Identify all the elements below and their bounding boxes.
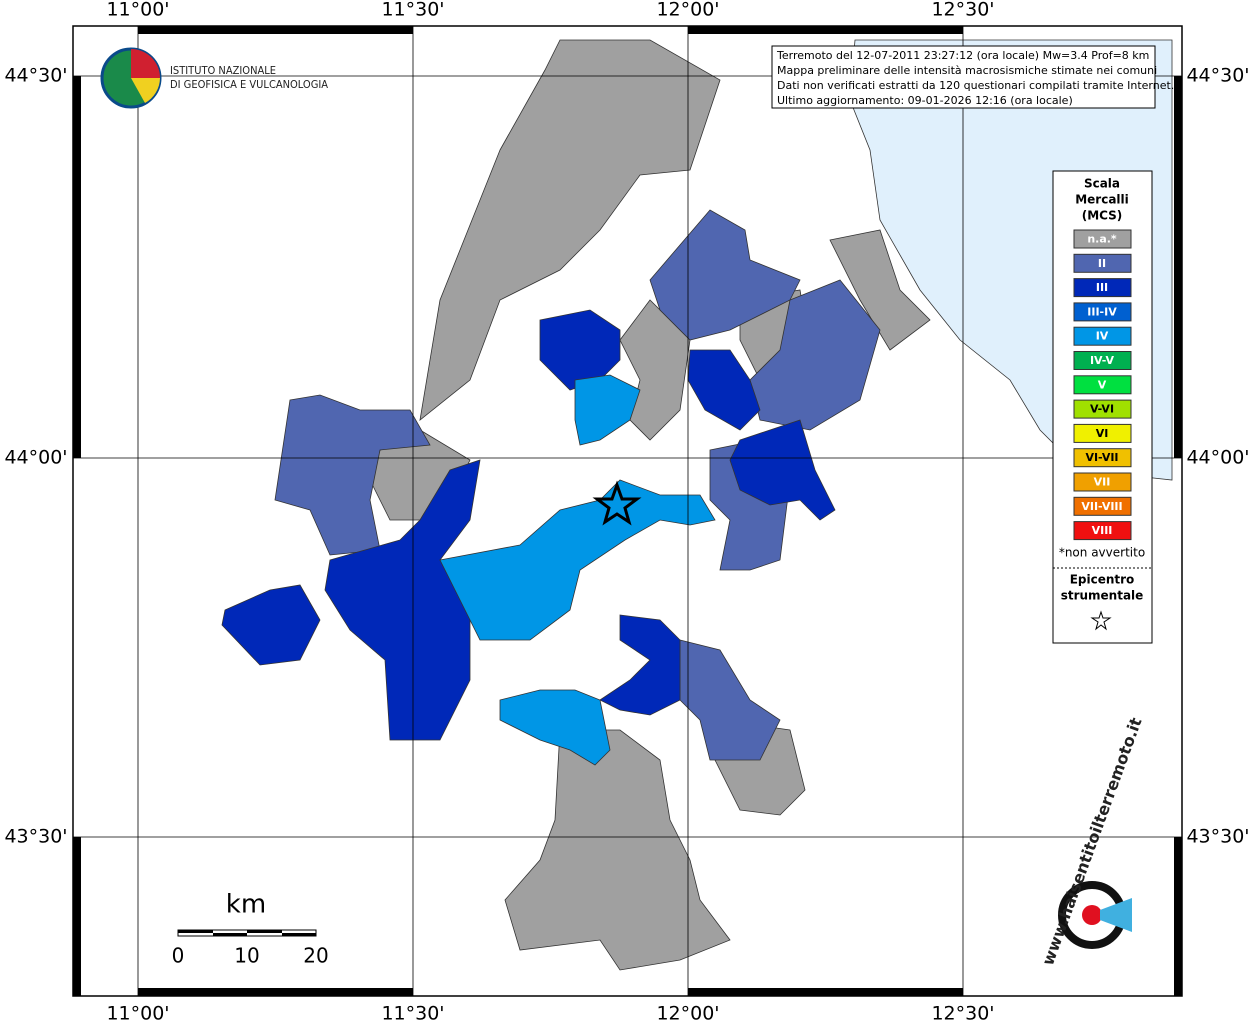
legend-star xyxy=(1090,610,1112,631)
legend: ScalaMercalli(MCS)n.a.*IIIIIIII-IVIVIV-V… xyxy=(1073,177,1132,541)
site-logo-mark xyxy=(1082,905,1102,925)
legend-label: V xyxy=(1098,378,1107,391)
info-line: Dati non verificati estratti da 120 ques… xyxy=(777,79,1174,92)
lon-label: 12°00' xyxy=(656,0,719,21)
legend-swatch xyxy=(1073,423,1132,443)
legend-swatch xyxy=(1073,399,1132,419)
legend-label: VI xyxy=(1096,427,1109,440)
legend-label: n.a.* xyxy=(1087,233,1117,246)
legend-label: VIII xyxy=(1092,524,1113,537)
legend-epicenter: strumentale xyxy=(1061,589,1144,603)
legend-title: (MCS) xyxy=(1082,209,1123,223)
municipality xyxy=(499,689,611,766)
site-logo-mark xyxy=(1100,898,1132,932)
frame-bar xyxy=(73,76,81,458)
logo-text: DI GEOFISICA E VULCANOLOGIA xyxy=(170,78,328,91)
legend-label: VII-VIII xyxy=(1081,500,1122,513)
scale-label: 20 xyxy=(303,944,328,968)
ingv-logo-mark xyxy=(131,49,160,78)
lat-label: 44°00' xyxy=(4,447,67,469)
scale-bar xyxy=(213,933,247,936)
legend-swatch xyxy=(1073,351,1132,370)
info-line: Mappa preliminare delle intensità macros… xyxy=(777,64,1157,77)
legend-label: V-VI xyxy=(1090,403,1114,416)
lat-label: 44°30' xyxy=(1186,65,1249,87)
lat-label: 43°30' xyxy=(4,826,67,848)
lon-label: 12°30' xyxy=(931,0,994,21)
lat-label: 44°30' xyxy=(4,65,67,87)
municipality xyxy=(504,729,731,971)
municipality xyxy=(619,299,691,441)
municipality xyxy=(599,614,681,716)
scale-bar xyxy=(178,930,213,933)
municipality xyxy=(729,419,836,521)
frame-bars xyxy=(73,26,1182,996)
legend-label: IV-V xyxy=(1090,354,1115,367)
legend-swatch xyxy=(1073,229,1132,249)
lon-label: 11°30' xyxy=(381,1003,444,1025)
legend-swatch xyxy=(1073,521,1132,541)
lon-label: 12°00' xyxy=(656,1003,719,1025)
scale-label: 0 xyxy=(172,944,185,968)
lon-label: 11°00' xyxy=(106,0,169,21)
lat-label: 43°30' xyxy=(1186,826,1249,848)
legend-epicenter: Epicentro xyxy=(1070,573,1135,587)
info-line: Terremoto del 12-07-2011 23:27:12 (ora l… xyxy=(776,49,1149,62)
legend-label: III-IV xyxy=(1087,305,1117,318)
legend-label: IV xyxy=(1096,330,1109,343)
frame-bar xyxy=(138,988,413,996)
municipality xyxy=(274,394,431,556)
axis-labels: 11°00' 11°00' 11°30' 11°30' 12°00' 12°00' 12°3… xyxy=(4,0,1249,1025)
municipality xyxy=(221,584,321,666)
municipality xyxy=(649,209,801,341)
municipality xyxy=(574,374,641,446)
municipality xyxy=(419,39,721,421)
municipality xyxy=(439,479,716,641)
municipality xyxy=(679,639,781,761)
legend-swatch xyxy=(1073,375,1132,395)
scale-bar xyxy=(247,930,282,933)
municipality xyxy=(539,309,621,391)
frame-bar xyxy=(73,837,81,996)
lon-label: 12°30' xyxy=(931,1003,994,1025)
legend-swatch xyxy=(1073,472,1132,492)
scale-unit: km xyxy=(226,890,266,920)
legend-note: *non avvertito xyxy=(1059,546,1145,560)
frame-bar xyxy=(1174,76,1182,458)
municipality xyxy=(749,279,881,431)
legend-title: Scala xyxy=(1084,177,1120,191)
legend-label: VII xyxy=(1094,476,1111,489)
legend-swatch xyxy=(1073,302,1132,322)
info-line: Ultimo aggiornamento: 09-01-2026 12:16 (… xyxy=(777,94,1073,107)
frame-bar xyxy=(688,988,963,996)
legend-swatch xyxy=(1073,278,1132,298)
info-box xyxy=(771,45,1156,109)
municipality xyxy=(829,229,931,351)
epicenter-star xyxy=(592,480,642,526)
legend-label: VI-VII xyxy=(1085,451,1118,464)
ingv-logo-mark xyxy=(131,78,160,103)
scale-label: 10 xyxy=(234,944,259,968)
frame-bar xyxy=(1174,837,1182,996)
legend-label: III xyxy=(1096,281,1108,294)
legend-swatch xyxy=(1073,496,1132,516)
logo-text: ISTITUTO NAZIONALE xyxy=(170,64,276,77)
graticule xyxy=(73,26,1182,996)
municipalities xyxy=(221,39,931,971)
legend-swatch xyxy=(1073,326,1132,346)
municipality xyxy=(687,349,761,431)
legend-title: Mercalli xyxy=(1075,193,1129,207)
frame-bar xyxy=(138,26,413,34)
scale-bar xyxy=(282,933,316,936)
info-lines: Terremoto del 12-07-2011 23:27:12 (ora l… xyxy=(776,49,1174,107)
legend-label: II xyxy=(1098,257,1106,270)
lon-label: 11°30' xyxy=(381,0,444,21)
lon-label: 11°00' xyxy=(106,1003,169,1025)
lat-label: 44°00' xyxy=(1186,447,1249,469)
legend-swatch xyxy=(1073,253,1132,273)
frame-bar xyxy=(688,26,963,34)
legend-swatch xyxy=(1073,448,1132,468)
